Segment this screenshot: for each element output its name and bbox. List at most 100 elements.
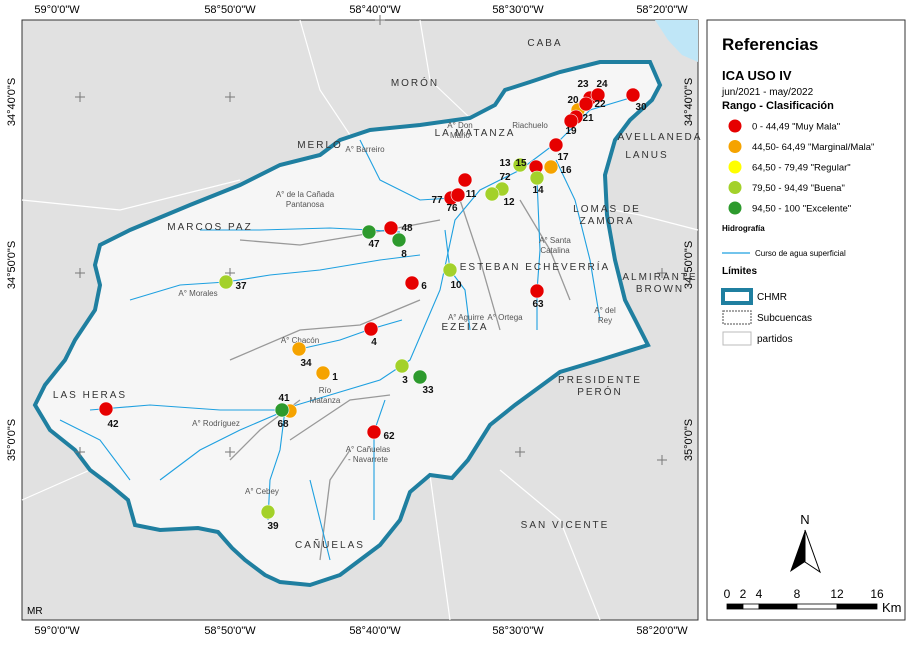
legend-hydro-item: Curso de agua superficial xyxy=(755,249,846,258)
scale-tick: 0 xyxy=(724,587,731,601)
partido-name: ALMIRANTE xyxy=(622,272,697,283)
station-marker xyxy=(578,96,594,112)
lon-label: 58°40'0"W xyxy=(349,4,401,16)
stream-name: A° Chacón xyxy=(281,336,319,345)
scale-tick: 12 xyxy=(830,587,844,601)
north-label: N xyxy=(800,512,809,527)
station-label: 39 xyxy=(267,521,279,532)
stream-name: Matanza xyxy=(310,396,341,405)
lat-label: 35°0'0"S xyxy=(683,419,695,461)
scale-segment xyxy=(836,603,878,610)
station-label: 62 xyxy=(383,431,395,442)
partido-name: LOMAS DE xyxy=(573,204,641,215)
legend-class: 44,50- 64,49 "Marginal/Mala" xyxy=(752,142,874,153)
lat-label: 34°50'0"S xyxy=(683,241,695,289)
station-label: 30 xyxy=(635,102,647,113)
lat-label: 34°40'0"S xyxy=(6,78,18,126)
station-marker xyxy=(218,274,234,290)
legend-hydro: Hidrografía xyxy=(722,224,765,233)
partido-name: ZAMORA xyxy=(580,216,635,227)
stream-name: A° Don xyxy=(447,121,472,130)
station-label: 34 xyxy=(300,358,312,369)
station-label: 37 xyxy=(235,281,247,292)
station-marker xyxy=(512,157,528,173)
station-marker xyxy=(484,186,500,202)
scale-segment xyxy=(796,603,838,610)
legend-period: jun/2021 - may/2022 xyxy=(721,87,814,98)
station-label: 3 xyxy=(402,375,408,386)
legend-class: 64,50 - 79,49 "Regular" xyxy=(752,163,851,174)
station-marker xyxy=(457,172,473,188)
station-marker xyxy=(442,262,458,278)
station-label: 6 xyxy=(421,281,427,292)
lon-label: 58°30'0"W xyxy=(492,625,544,637)
stream-name: Riachuelo xyxy=(512,121,548,130)
station-marker xyxy=(543,159,559,175)
legend-index: ICA USO IV xyxy=(722,68,792,83)
stream-name: Río xyxy=(319,386,332,395)
station-marker xyxy=(529,170,545,186)
scale-tick: 2 xyxy=(740,587,747,601)
station-label: 24 xyxy=(596,79,608,90)
grid-cross xyxy=(75,447,85,457)
station-marker xyxy=(274,402,290,418)
station-label: 12 xyxy=(503,197,515,208)
scale-tick: 4 xyxy=(756,587,763,601)
station-label: 15 xyxy=(515,158,527,169)
station-marker xyxy=(625,87,641,103)
legend-limit: CHMR xyxy=(757,292,787,303)
station-label: 22 xyxy=(594,99,606,110)
legend-swatch xyxy=(728,140,742,153)
stream-name: A° Barreiro xyxy=(345,145,385,154)
grid-cross xyxy=(75,92,85,102)
station-marker xyxy=(363,321,379,337)
scale-segment xyxy=(726,603,744,610)
legend-range: Rango - Clasificación xyxy=(722,100,834,112)
lon-label: 59°0'0"W xyxy=(34,625,80,637)
north-arrow xyxy=(790,530,805,572)
grid-cross xyxy=(225,92,235,102)
stream-name: Rey xyxy=(598,316,612,325)
stream-name: A° Ortega xyxy=(487,313,523,322)
stream-name: A° Santa xyxy=(539,236,571,245)
station-label: 1 xyxy=(332,372,338,383)
legend-limit: Subcuencas xyxy=(757,313,812,324)
scale-unit: Km xyxy=(882,600,902,615)
partido-borders xyxy=(21,19,699,621)
stream-name: Catalina xyxy=(540,246,570,255)
station-label: 68 xyxy=(277,419,289,430)
station-marker xyxy=(529,283,545,299)
legend-class: 79,50 - 94,49 "Buena" xyxy=(752,183,845,194)
station-marker xyxy=(98,401,114,417)
partido-name: MERLO xyxy=(297,140,343,151)
legend-limit: partidos xyxy=(757,334,793,345)
legend-swatch xyxy=(728,181,742,194)
stream-name: A° Cebey xyxy=(245,487,279,496)
stream-name: A° Rodríguez xyxy=(192,419,240,428)
station-label: 41 xyxy=(278,393,290,404)
lat-label: 35°0'0"S xyxy=(6,419,18,461)
lon-label: 58°40'0"W xyxy=(349,625,401,637)
partido-name: CAÑUELAS xyxy=(295,538,365,551)
stream-name: - Navarrete xyxy=(348,455,389,464)
legend-swatch xyxy=(728,160,742,174)
partido-name: CABA xyxy=(527,38,562,49)
stream-name: A° Cañuelas xyxy=(346,445,391,454)
partido-name: EZEIZA xyxy=(441,322,488,333)
scale-tick: 16 xyxy=(870,587,884,601)
partido-name: LA MATANZA xyxy=(435,128,516,139)
map-layer: 59°0'0"W 59°0'0"W 58°50'0"W 58°50'0"W 58°40'… xyxy=(6,4,700,637)
station-marker xyxy=(260,504,276,520)
station-marker xyxy=(391,232,407,248)
grid-cross xyxy=(375,15,385,25)
grid-cross xyxy=(225,447,235,457)
scale-segment xyxy=(758,603,798,610)
stream-name: A° de la Cañada xyxy=(276,190,335,199)
stream-name: A° Aguirre xyxy=(448,313,485,322)
legend-limit-swatch xyxy=(721,288,753,305)
lon-label: 59°0'0"W xyxy=(34,4,80,16)
partido-name: PERÓN xyxy=(577,385,623,398)
station-marker xyxy=(590,87,606,103)
station-marker xyxy=(563,113,579,129)
